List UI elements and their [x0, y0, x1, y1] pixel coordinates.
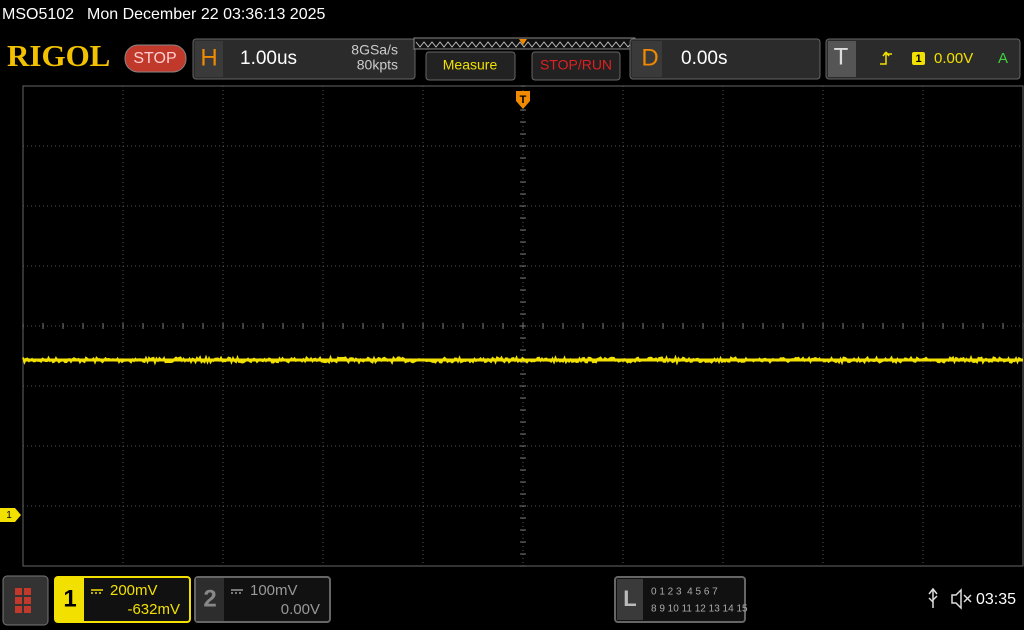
trigger-position-marker [516, 91, 530, 109]
channel-1-scale: 200mV [110, 582, 158, 599]
stop-run-label: STOP/RUN [540, 57, 612, 73]
logic-badge [617, 579, 643, 620]
trigger-label-bg [828, 41, 856, 77]
delay-panel[interactable] [629, 38, 821, 80]
channel-1-panel[interactable] [54, 576, 191, 623]
channel-1-badge [56, 578, 84, 621]
sample-rate: 8GSa/s [351, 42, 398, 58]
logic-channels-high: 8 9 10 11 12 13 14 15 [651, 604, 748, 615]
channel-2-panel[interactable] [194, 576, 331, 623]
channel-2-coupling-icon [231, 589, 243, 594]
channel-1-offset: -632mV [127, 601, 180, 618]
trigger-level: 0.00V [934, 50, 973, 67]
trigger-source: 1 [915, 53, 921, 65]
trigger-mode: A [998, 50, 1008, 67]
trigger-label: T [834, 43, 849, 70]
memory-overview-wave [415, 41, 633, 48]
logic-channels-low: 0 1 2 3 4 5 6 7 [651, 587, 718, 598]
logic-label: L [623, 586, 636, 611]
overview-trigger-marker [519, 39, 527, 45]
trigger-edge-icon [880, 51, 892, 65]
channel-1-coupling-icon [91, 589, 103, 594]
logic-panel[interactable] [614, 576, 746, 623]
horizontal-label-bg [195, 41, 223, 77]
usb-icon [928, 587, 938, 608]
measure-button[interactable] [425, 51, 516, 81]
trigger-source-badge [912, 52, 925, 65]
delay-value: 0.00s [681, 48, 727, 69]
measure-label: Measure [443, 57, 498, 73]
delay-label: D [641, 44, 658, 71]
brand-logo: RIGOL [7, 38, 110, 73]
horizontal-label: H [200, 44, 217, 71]
channel-offset-marker [0, 508, 21, 522]
datetime: Mon December 22 03:36:13 2025 [87, 6, 325, 23]
timebase: 1.00us [240, 48, 297, 69]
model: MSO5102 [2, 6, 74, 23]
waveform [22, 354, 1023, 366]
trigger-position-label: T [520, 94, 527, 106]
clock: 03:35 [976, 591, 1016, 608]
mute-icon[interactable] [951, 588, 972, 610]
channel-2-badge [196, 578, 224, 621]
channel-2-number: 2 [203, 585, 216, 612]
grid [22, 85, 1024, 567]
delay-label-bg [632, 41, 662, 77]
run-state: STOP [133, 50, 176, 67]
stop-run-button[interactable] [531, 51, 621, 81]
channel-offset-label: 1 [6, 510, 12, 521]
run-state-badge[interactable] [124, 44, 187, 73]
horizontal-panel[interactable] [192, 38, 416, 80]
channel-1-number: 1 [63, 585, 76, 612]
menu-icon [15, 588, 31, 613]
memory-depth: 80kpts [357, 57, 398, 73]
channel-2-offset: 0.00V [281, 601, 320, 618]
channel-2-scale: 100mV [250, 582, 298, 599]
